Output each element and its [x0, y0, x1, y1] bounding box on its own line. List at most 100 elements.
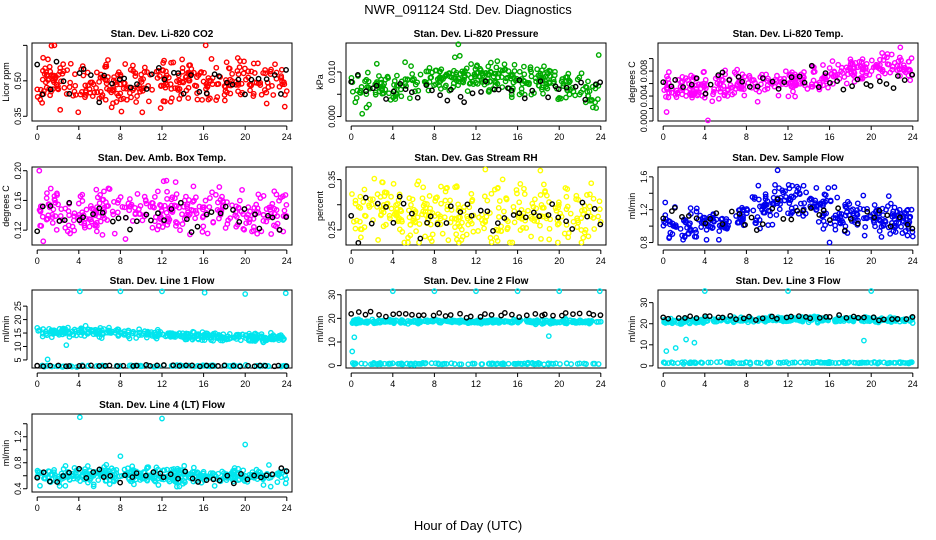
panel-5-point	[396, 226, 403, 233]
panel-1-point	[250, 60, 257, 67]
panel-2-point	[464, 88, 471, 95]
panel-3-outlier-point	[897, 44, 904, 51]
panel-4-point	[209, 189, 215, 196]
panel-7-x-tick-label: 4	[76, 379, 81, 389]
panel-8-reference-point	[590, 311, 597, 318]
panel-2-point	[427, 74, 434, 81]
panel-9-reference-point	[876, 317, 882, 324]
panel-7-y-tick-label: 5	[13, 357, 23, 362]
panel-10-point	[62, 482, 69, 489]
panel-5-point	[517, 180, 524, 187]
panel-10-point	[231, 465, 238, 471]
panel-3-point	[839, 70, 846, 76]
panel-10-reference-point	[257, 474, 264, 481]
panel-1-point	[97, 88, 104, 95]
panel-2-points	[348, 41, 604, 117]
panel-3-reference-point	[781, 79, 788, 86]
panel-8-x-tick-label: 8	[432, 379, 437, 389]
panel-2-point	[415, 87, 422, 94]
panel-7-point	[101, 326, 107, 332]
panel-8-point	[417, 318, 424, 325]
panel-6-point	[794, 183, 800, 190]
panel-6-reference-point	[904, 221, 911, 228]
panel-6-point	[898, 223, 904, 230]
panel-5-point	[531, 196, 538, 203]
panel-5-point	[429, 231, 436, 238]
panel-9-reference-point	[826, 313, 833, 320]
panel-4-point	[114, 209, 121, 216]
panel-2-point	[593, 105, 600, 111]
panel-4-reference-point	[265, 212, 271, 219]
panel-2-reference-point	[408, 89, 415, 96]
panel-2-reference-point	[448, 86, 454, 93]
panel-6-y-tick-label: 1.6	[639, 171, 649, 184]
panel-2-point	[398, 93, 405, 100]
panel-4-reference-point	[127, 226, 133, 233]
panel-5-point	[438, 200, 444, 207]
panel-6-point	[682, 217, 689, 224]
panel-6-x-tick-label: 20	[866, 256, 876, 266]
panel-1-point	[283, 88, 290, 95]
panel-1-point	[281, 103, 288, 110]
panel-1-point	[135, 85, 142, 92]
panel-10-point	[38, 470, 45, 476]
panel-8-point	[422, 318, 429, 324]
panel-3-point	[782, 68, 789, 75]
panel-10-reference-point	[167, 471, 174, 478]
panel-10-point	[267, 483, 274, 490]
panel-2-reference-point	[545, 94, 552, 101]
panel-1-y-axis: 0.350.50	[13, 44, 28, 125]
panel-5-point	[570, 218, 577, 225]
panel-8-band-point	[451, 361, 458, 367]
panel-10-point	[244, 478, 251, 485]
panel-5-point	[452, 224, 458, 231]
panel-6-y-tick-label: 0.8	[639, 236, 649, 249]
panel-3-point	[859, 56, 866, 63]
panel-5-y-tick-label: 0.35	[327, 171, 337, 189]
panel-4-point	[114, 199, 121, 206]
panel-2-point	[409, 71, 416, 77]
panel-5-point	[357, 234, 364, 241]
panel-5-point	[388, 205, 395, 212]
panel-9-reference-point	[903, 316, 910, 322]
panel-3-reference-point	[660, 79, 667, 86]
panel-1-reference-point	[235, 76, 242, 83]
panel-2-point	[585, 78, 591, 85]
panel-6-x-tick-label: 8	[744, 256, 749, 266]
panel-5-reference-point	[348, 212, 355, 219]
panel-3-point	[734, 81, 741, 87]
panel-8-band-point	[362, 360, 369, 367]
panel-7-reference-point	[63, 363, 69, 370]
panel-8-point	[543, 317, 550, 324]
panel-4-point	[164, 221, 171, 228]
panel-3-point	[698, 81, 705, 88]
panel-3-point	[677, 83, 684, 90]
panel-10-point	[90, 481, 97, 488]
panel-10-reference-point	[195, 479, 201, 485]
panel-7-outlier-point	[201, 289, 208, 296]
panel-8-point	[582, 318, 589, 325]
panel-10-point	[116, 473, 123, 480]
panel-8-x-axis: 0 4 8 12 16 20 24	[349, 372, 606, 389]
panel-2-point	[485, 88, 492, 95]
panel-8-title: Stan. Dev. Line 2 Flow	[424, 276, 529, 287]
panel-9-x-tick-label: 4	[702, 379, 707, 389]
panel-2-reference-point	[521, 95, 528, 102]
panel-1-point	[86, 86, 93, 93]
panel-7-point	[34, 325, 41, 331]
panel-4-point	[100, 212, 106, 219]
panel-2-reference-point	[508, 87, 515, 94]
panel-2-point	[443, 82, 449, 89]
panel-3-reference-point	[849, 83, 856, 90]
panel-8-point	[563, 320, 569, 327]
panel-1-point	[278, 73, 285, 80]
panel-8-reference-point	[516, 314, 523, 320]
panel-3-point	[810, 69, 817, 76]
panel-4-reference-point	[217, 210, 224, 217]
panel-3-point	[868, 68, 875, 75]
panel-9-point	[909, 316, 915, 323]
panel-3-reference-point	[815, 84, 822, 90]
panel-6-point	[832, 215, 839, 221]
